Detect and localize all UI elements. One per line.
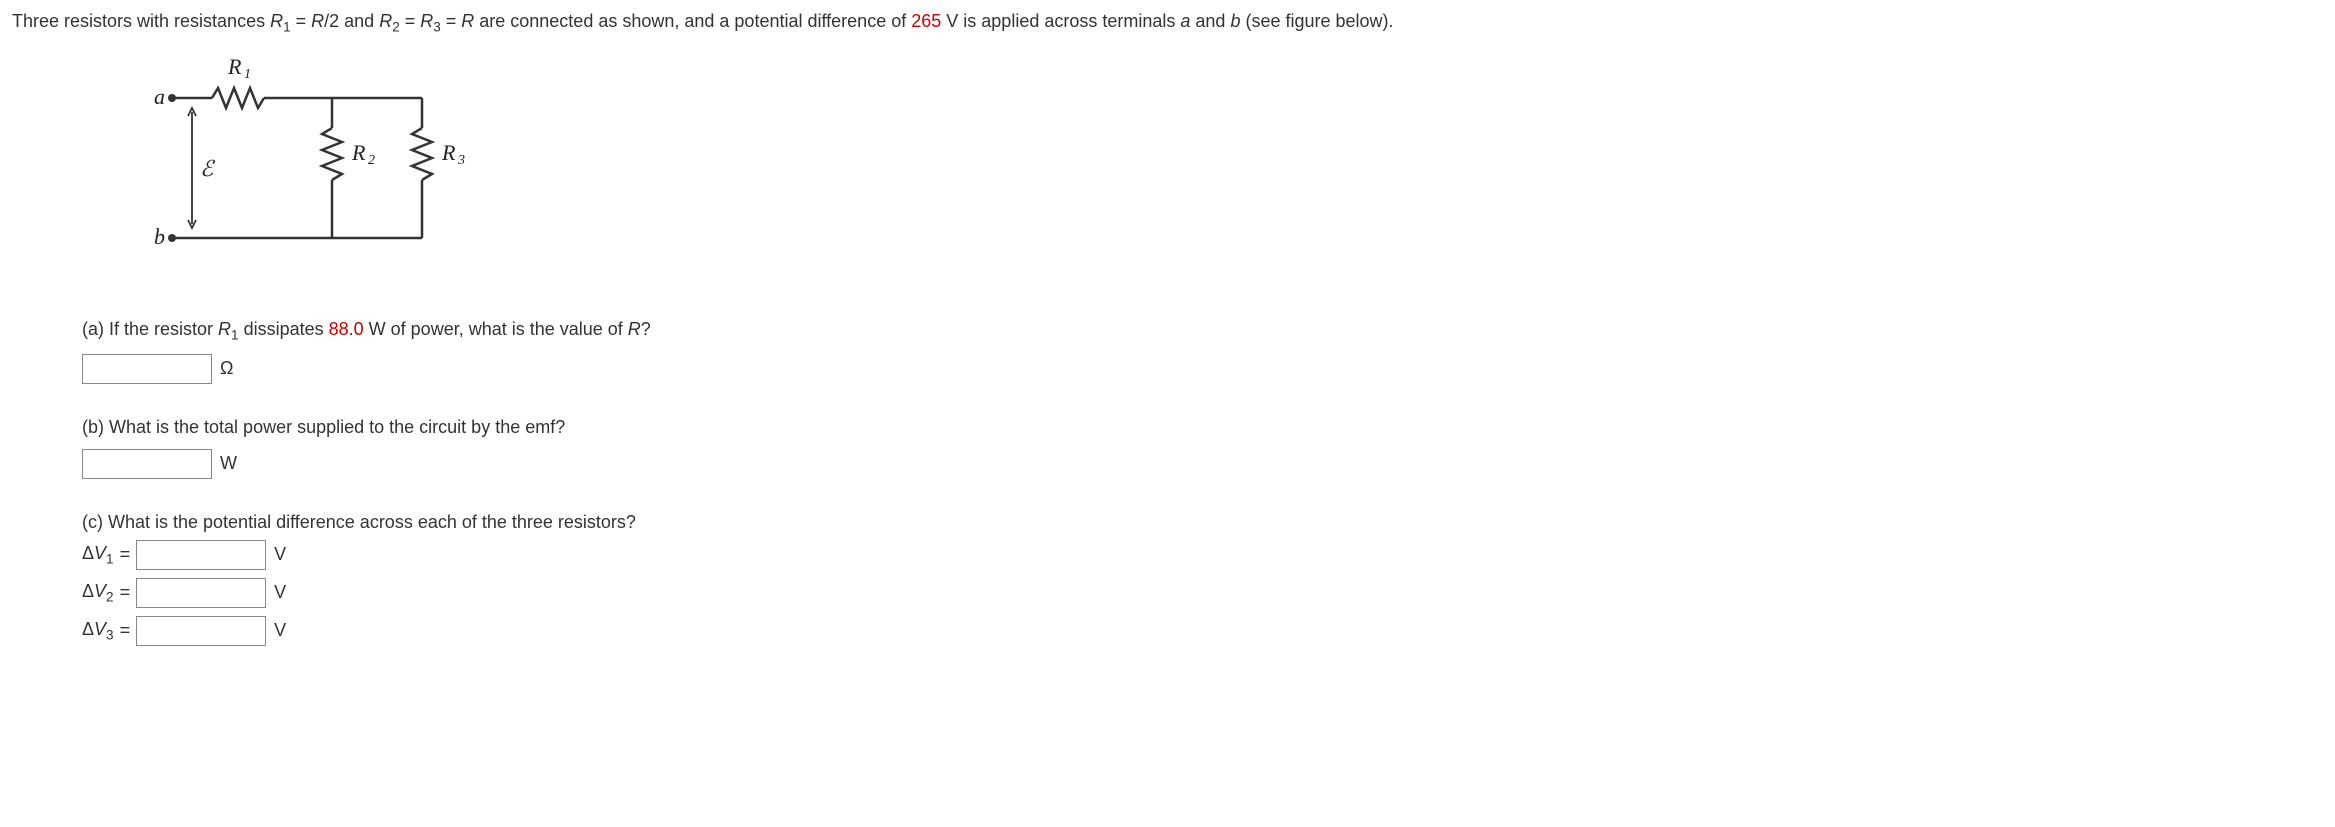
var-r1: R — [270, 11, 283, 31]
and2: and — [1190, 11, 1230, 31]
unit-volt: V — [274, 544, 286, 564]
equals: = — [120, 582, 131, 602]
part-c-prompt: (c) What is the potential difference acr… — [82, 509, 2323, 536]
answer-input-dv1[interactable] — [136, 540, 266, 570]
label-b: b — [154, 224, 165, 249]
label-r3: R — [441, 140, 456, 165]
terminal-b: b — [1230, 11, 1240, 31]
label-r1-sub: 1 — [244, 67, 251, 82]
part-c: (c) What is the potential difference acr… — [82, 509, 2323, 650]
var-r: R — [628, 319, 641, 339]
circuit-diagram: a R 1 R 3 R 2 b ℰ — [102, 58, 2323, 286]
text: Three resistors with resistances — [12, 11, 270, 31]
table-row: ΔΔVV1 = V — [82, 536, 292, 574]
table-row: ΔV3 = V — [82, 612, 292, 650]
label-r2-sub: 2 — [368, 153, 375, 168]
terminal-a: a — [1180, 11, 1190, 31]
dv-label: ΔV2 — [82, 581, 114, 601]
part-b: (b) What is the total power supplied to … — [82, 414, 2323, 479]
unit-volt: V — [274, 620, 286, 640]
and: and — [339, 11, 379, 31]
dv-table: ΔΔVV1 = V ΔV2 = V ΔV3 = V — [82, 536, 292, 650]
text: of power, what is the value of — [386, 319, 628, 339]
table-row: ΔV2 = V — [82, 574, 292, 612]
var-r-final: R — [461, 11, 474, 31]
sub-r2: 2 — [392, 20, 400, 35]
mid-text: are connected as shown, and a potential … — [474, 11, 911, 31]
tail-text: is applied across terminals — [958, 11, 1180, 31]
power-value: 88.0 — [329, 319, 364, 339]
var-r: R — [311, 11, 324, 31]
qmark: ? — [641, 319, 651, 339]
answer-input-a[interactable] — [82, 354, 212, 384]
sub-r1: 1 — [231, 327, 239, 342]
sub-r3: 3 — [433, 20, 441, 35]
var-r1: R — [218, 319, 231, 339]
power-unit: W — [364, 319, 386, 339]
unit-ohm: Ω — [220, 355, 233, 382]
var-r3: R — [420, 11, 433, 31]
part-b-prompt: (b) What is the total power supplied to … — [82, 414, 2323, 441]
tail2: (see figure below). — [1240, 11, 1393, 31]
label-r2: R — [351, 140, 366, 165]
dv-label: ΔV3 — [82, 619, 114, 639]
label-a: a — [154, 84, 165, 109]
label-emf: ℰ — [200, 156, 216, 181]
volt-unit: V — [941, 11, 958, 31]
eq2: = — [400, 11, 421, 31]
equals: = — [120, 544, 131, 564]
unit-volt: V — [274, 582, 286, 602]
part-a: (a) If the resistor R1 dissipates 88.0 W… — [82, 316, 2323, 384]
label-r3-sub: 3 — [457, 153, 465, 168]
unit-watt: W — [220, 450, 237, 477]
problem-statement: Three resistors with resistances R1 = R/… — [12, 8, 2323, 38]
answer-input-dv3[interactable] — [136, 616, 266, 646]
var-r2: R — [379, 11, 392, 31]
equals: = — [120, 620, 131, 640]
eq3: = — [441, 11, 462, 31]
voltage-value: 265 — [911, 11, 941, 31]
answer-input-dv2[interactable] — [136, 578, 266, 608]
text: dissipates — [239, 319, 329, 339]
over2: /2 — [324, 11, 339, 31]
sub-r1: 1 — [283, 20, 291, 35]
part-a-prompt: (a) If the resistor R1 dissipates 88.0 W… — [82, 316, 2323, 346]
dv-label: ΔΔVV1 — [82, 543, 114, 563]
text: (a) If the resistor — [82, 319, 218, 339]
label-r1: R — [227, 58, 242, 79]
answer-input-b[interactable] — [82, 449, 212, 479]
eq: = — [291, 11, 312, 31]
